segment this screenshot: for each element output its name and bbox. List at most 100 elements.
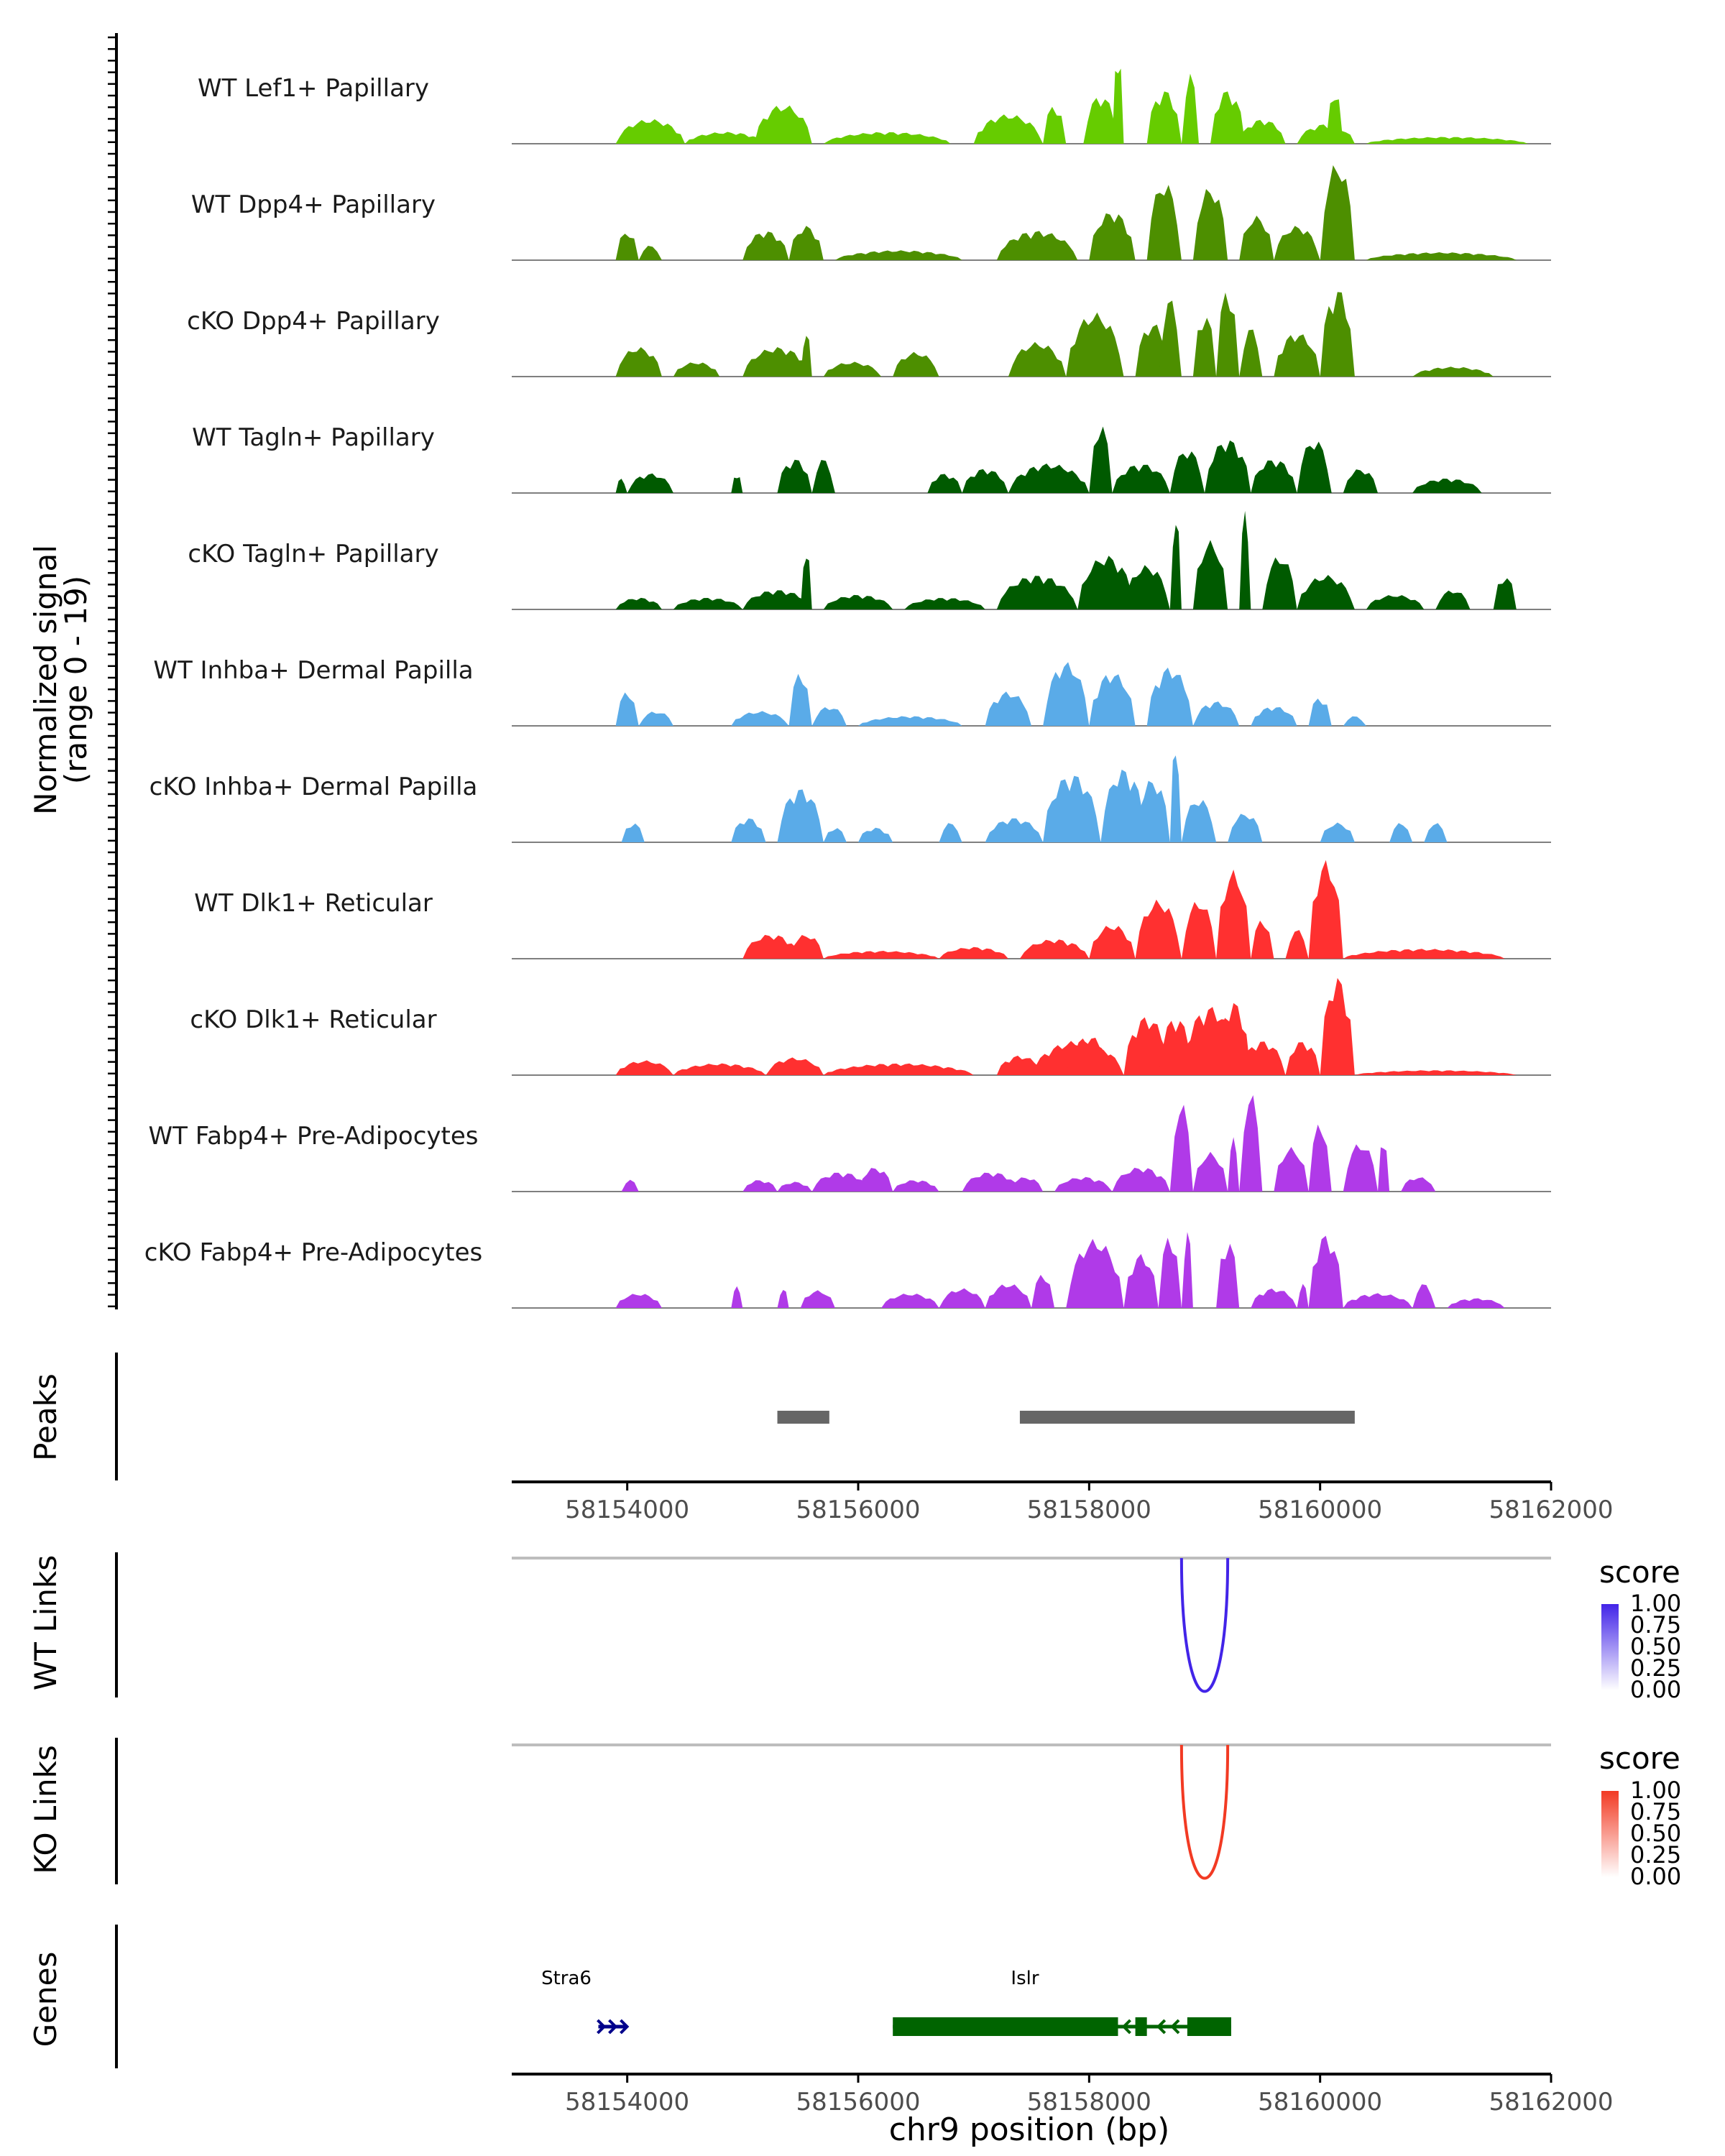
coverage-peak	[615, 1060, 673, 1075]
coverage-peak	[985, 1284, 1031, 1308]
coverage-peak	[788, 935, 824, 959]
coverage-peak	[1066, 312, 1124, 377]
coverage-peak	[962, 1172, 1020, 1192]
x-axis-lower: chr9 position (bp) 58154000 58156000 58158…	[512, 2073, 1614, 2148]
coverage-peak	[777, 789, 824, 842]
coverage-peak	[1043, 106, 1067, 144]
legend-colorbar	[1601, 1791, 1619, 1877]
track-7: cKO Inhba+ Dermal Papilla	[150, 755, 1551, 843]
ko-links-legend-title: score	[1599, 1741, 1680, 1776]
coverage-peak	[1343, 1144, 1378, 1192]
coverage-peak	[1146, 91, 1182, 144]
coverage-peak	[1308, 1235, 1343, 1308]
coverage-peak	[1412, 1284, 1436, 1308]
coverage-peak	[1308, 860, 1343, 959]
coverage-peak	[673, 362, 720, 377]
coverage-peak	[1135, 780, 1170, 842]
strand-arrow	[597, 2019, 607, 2035]
x-tick-label: 58154000	[565, 2088, 689, 2116]
strand-arrow	[1156, 2019, 1167, 2035]
coverage-peak	[1285, 930, 1309, 959]
coverage-peak	[1320, 822, 1355, 842]
coverage-peak	[1447, 1298, 1505, 1308]
coverage-peak	[1031, 1274, 1055, 1308]
coverage-peak	[1008, 464, 1090, 493]
link-arc	[1179, 1744, 1230, 1880]
coverage-peak	[962, 469, 1008, 493]
track-label: cKO Tagln+ Papillary	[188, 540, 438, 568]
track-2: WT Dpp4+ Papillary	[191, 165, 1551, 261]
coverage-peak	[1146, 667, 1193, 726]
coverage-peak	[1192, 189, 1228, 260]
coverage-peak	[788, 673, 812, 726]
track-label: WT Tagln+ Papillary	[192, 423, 435, 452]
coverage-peak	[1181, 902, 1217, 959]
coverage-peak	[1239, 1041, 1286, 1075]
coverage-peak	[615, 119, 685, 144]
coverage-peak	[1308, 1124, 1332, 1192]
x-tick-label: 58160000	[1258, 1496, 1382, 1524]
coverage-peak	[1343, 716, 1366, 726]
coverage-peak	[893, 1180, 939, 1192]
coverage-peak	[858, 827, 893, 842]
strand-arrow	[620, 2019, 630, 2035]
coverage-peak	[1169, 525, 1182, 609]
coverage-peak	[1378, 1147, 1390, 1192]
coverage-peak	[1210, 91, 1246, 144]
coverage-peak	[1228, 1137, 1240, 1192]
coverage-peak	[1285, 1042, 1320, 1075]
coverage-peak	[731, 711, 789, 726]
coverage-peak	[685, 132, 766, 144]
coverage-peak	[615, 234, 639, 260]
coverage-peak	[1297, 441, 1332, 493]
coverage-peak	[1112, 68, 1124, 144]
coverage-peak	[742, 590, 812, 609]
x-axis-title: chr9 position (bp)	[889, 2111, 1170, 2148]
coverage-peak	[1297, 575, 1355, 609]
coverage-peak	[823, 132, 951, 144]
coverage-peak	[1216, 1243, 1240, 1308]
coverage-peak	[1412, 479, 1482, 493]
legend-colorbar	[1601, 1604, 1619, 1690]
coverage-peak	[638, 711, 673, 726]
coverage-peak	[1083, 98, 1118, 144]
coverage-peak	[985, 691, 1031, 726]
coverage-peak	[1274, 334, 1320, 377]
coverage-peak	[1239, 119, 1286, 144]
wt-links-label: WT Links	[28, 1555, 63, 1690]
gene-label: Islr	[1011, 1968, 1039, 1989]
x-tick-label: 58160000	[1258, 2088, 1382, 2116]
gene-label: Stra6	[541, 1968, 592, 1989]
track-10: WT Fabp4+ Pre-Adipocytes	[149, 1095, 1551, 1192]
coverage-peak	[1308, 699, 1332, 726]
coverage-peak	[1366, 137, 1528, 144]
coverage-peak	[1123, 1253, 1159, 1308]
track-label: WT Dlk1+ Reticular	[194, 889, 433, 918]
coverage-peak	[1251, 707, 1297, 726]
coverage-peak	[1320, 292, 1355, 377]
coverage-peak	[1123, 1017, 1170, 1075]
coverage-peak	[1077, 556, 1136, 609]
coverage-peak	[627, 473, 673, 493]
track-label: WT Lef1+ Papillary	[198, 74, 429, 103]
peak-range-bar	[1019, 1411, 1355, 1424]
track-label: WT Dpp4+ Papillary	[191, 190, 436, 219]
link-arc	[1179, 1557, 1230, 1693]
x-tick-label: 58162000	[1489, 1496, 1613, 1524]
coverage-peak	[1205, 440, 1251, 493]
peaks-track: Peaks	[28, 1353, 1355, 1480]
x-tick-label: 58158000	[1027, 2088, 1151, 2116]
coverage-peak	[1228, 814, 1263, 842]
coverage-peak	[1354, 1070, 1517, 1075]
coverage-peak	[1135, 899, 1182, 959]
coverage-peak	[777, 459, 812, 493]
coverage-peak	[1146, 185, 1182, 260]
track-6: WT Inhba+ Dermal Papilla	[153, 656, 1551, 727]
coverage-peak	[904, 598, 985, 609]
coverage-peak	[1100, 769, 1147, 842]
coverage-peak	[1389, 823, 1413, 842]
coverage-peak	[996, 576, 1078, 609]
coverage-peak	[754, 105, 812, 144]
genes-track-label: Genes	[28, 1952, 63, 2047]
